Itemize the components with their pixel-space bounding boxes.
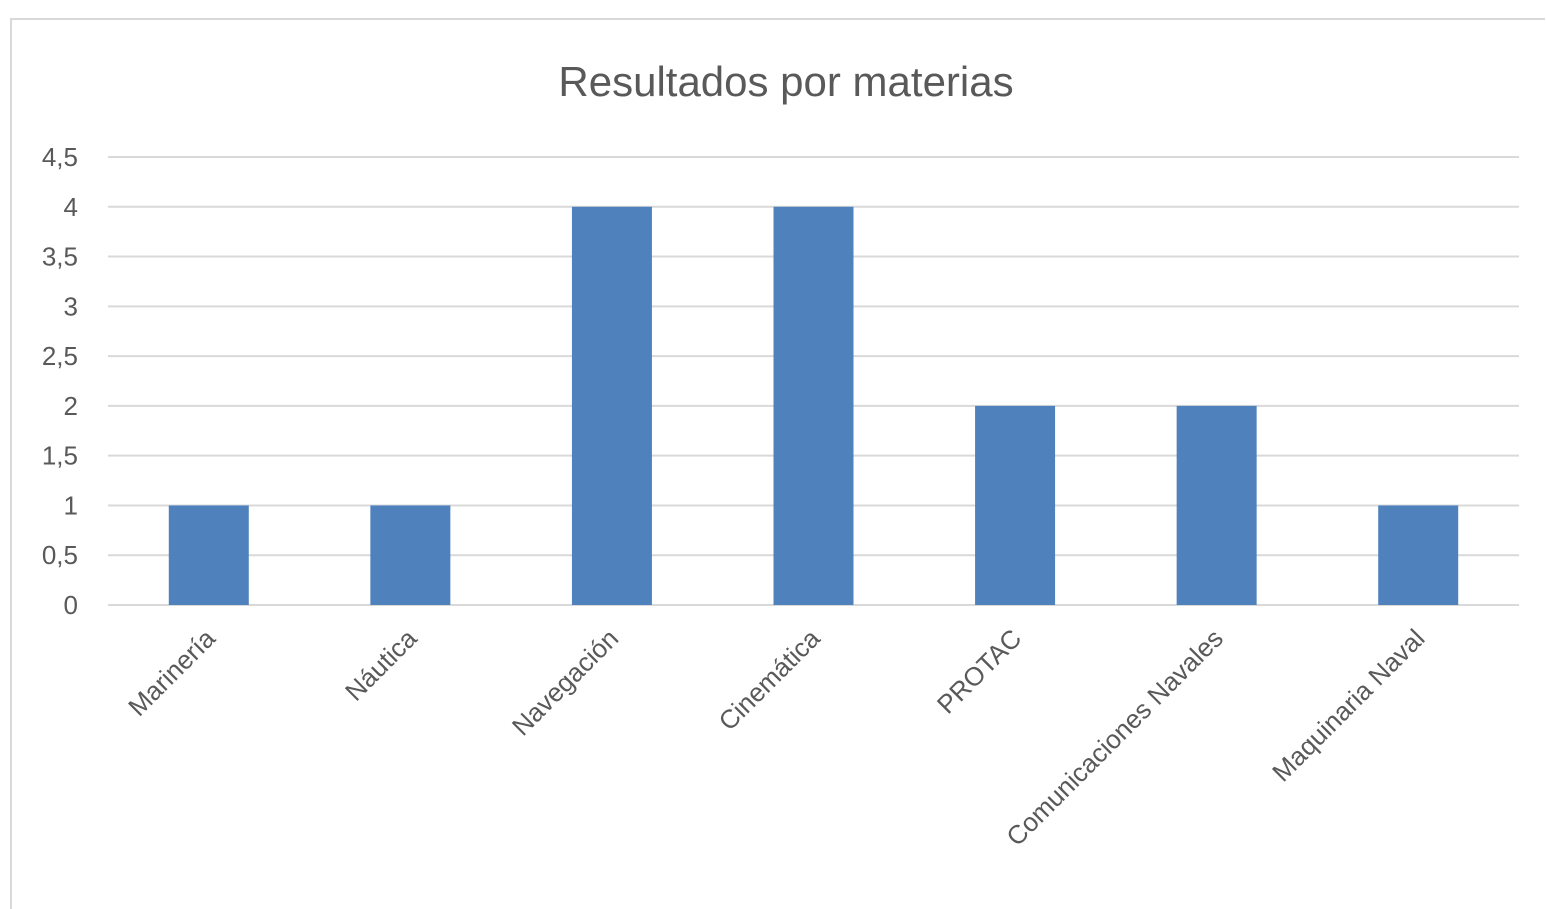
x-tick-label: Cinemática (713, 623, 827, 737)
bar (1378, 505, 1459, 605)
y-tick-label: 1 (64, 490, 78, 520)
bar (370, 505, 451, 605)
x-tick-label: Náutica (339, 623, 423, 707)
x-tick-label: Comunicaciones Navales (1000, 623, 1229, 852)
bars (168, 206, 1459, 605)
x-axis-labels: Marinería Náutica Navegación Cinemática PROT… (122, 623, 1430, 852)
y-tick-label: 4,5 (42, 142, 78, 172)
y-tick-label: 0 (64, 590, 78, 620)
bar (975, 405, 1056, 605)
x-tick-label: Maquinaria Naval (1266, 623, 1430, 787)
y-tick-label: 2 (64, 391, 78, 421)
y-tick-label: 4 (64, 192, 78, 222)
x-tick-label: Marinería (122, 623, 221, 722)
y-tick-label: 2,5 (42, 341, 78, 371)
y-tick-label: 3,5 (42, 242, 78, 272)
bar (168, 505, 249, 605)
y-tick-label: 0,5 (42, 540, 78, 570)
x-tick-label: PROTAC (931, 623, 1027, 719)
bar (1176, 405, 1257, 605)
y-tick-label: 1,5 (42, 441, 78, 471)
bar (571, 206, 652, 605)
y-axis-ticks: 0 0,5 1 1,5 2 2,5 3 3,5 4 4,5 (42, 142, 78, 620)
y-tick-label: 3 (64, 291, 78, 321)
x-tick-label: Navegación (506, 623, 624, 741)
bar (773, 206, 854, 605)
chart-title: Resultados por materias (558, 58, 1013, 105)
